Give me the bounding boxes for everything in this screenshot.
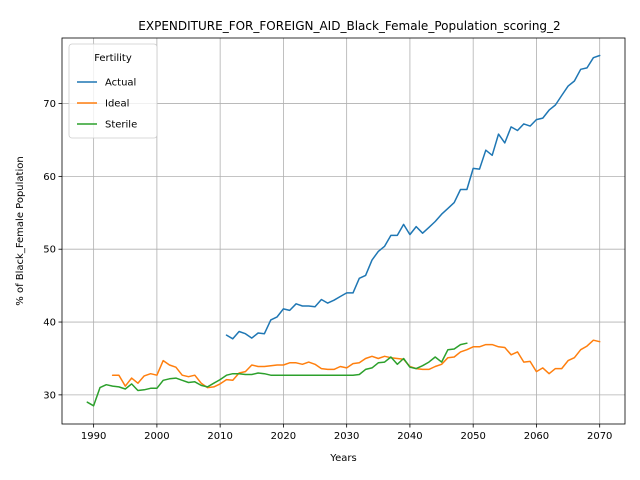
legend-label-ideal: Ideal [105,99,129,110]
legend-title: Fertility [94,53,132,64]
x-tick-label: 2000 [144,431,169,442]
series-line-ideal [111,339,601,389]
y-tick-label: 60 [43,172,56,183]
x-tick-label: 2060 [524,431,549,442]
x-tick-label: 2070 [587,431,612,442]
legend: Fertility Actual Ideal Sterile [68,43,158,139]
y-tick-label: 40 [43,318,56,329]
y-axis-label: % of Black_Female Population [15,156,26,305]
y-tick-label: 30 [43,390,56,401]
x-tick-label: 1990 [81,431,106,442]
chart-title: EXPENDITURE_FOR_FOREIGN_AID_Black_Female… [138,19,560,33]
x-tick-label: 2010 [207,431,232,442]
legend-items: Actual Ideal Sterile [77,78,137,131]
y-tick-label: 50 [43,245,56,256]
legend-label-sterile: Sterile [105,120,137,131]
plot-frame [61,37,626,425]
series-line-sterile [86,342,468,407]
legend-box [68,43,158,139]
x-tick-label: 2040 [397,431,422,442]
legend-label-actual: Actual [105,78,136,89]
grid [62,38,625,424]
axis-ticks: 1990 2000 2010 2020 2030 2040 2050 2060 2070 30 40… [43,99,612,442]
series-line-actual [225,54,601,340]
x-tick-label: 2020 [271,431,296,442]
x-tick-label: 2050 [460,431,485,442]
x-tick-label: 2030 [334,431,359,442]
x-axis-label: Years [329,453,356,464]
y-tick-label: 70 [43,99,56,110]
series-lines [86,54,601,407]
